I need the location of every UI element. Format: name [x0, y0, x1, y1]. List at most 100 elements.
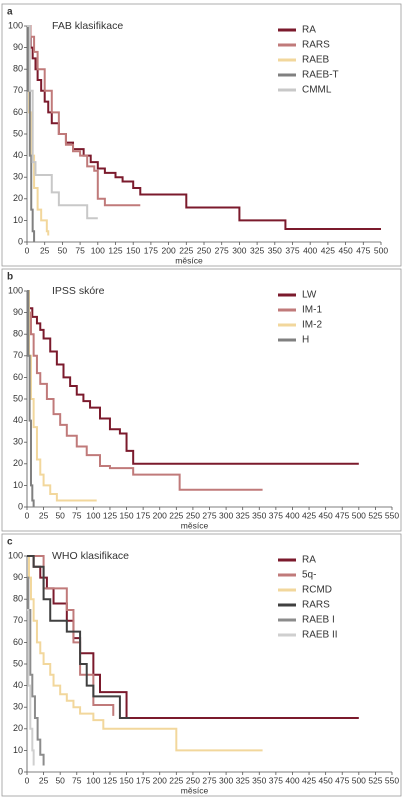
legend-label: CMML	[302, 85, 332, 96]
x-axis-label: měsíce	[175, 255, 203, 265]
x-tick-label: 100	[86, 510, 100, 520]
x-tick-label: 250	[186, 775, 200, 785]
chart-title: IPSS skóre	[52, 285, 105, 297]
panel-frame	[1, 533, 402, 797]
x-axis-label: měsíce	[181, 520, 209, 530]
y-tick-label: 60	[13, 107, 23, 117]
survival-line	[27, 555, 263, 752]
y-tick-label: 40	[13, 415, 23, 425]
x-tick-label: 300	[219, 775, 233, 785]
y-tick-label: 30	[13, 702, 23, 712]
x-tick-label: 450	[339, 245, 353, 255]
x-tick-label: 0	[25, 775, 30, 785]
x-tick-label: 325	[236, 775, 250, 785]
x-tick-label: 450	[319, 510, 333, 520]
y-tick-label: 20	[13, 723, 23, 733]
y-tick-label: 30	[13, 172, 23, 182]
legend-label: RAEB	[302, 55, 330, 66]
legend-label: IM-2	[302, 320, 322, 331]
x-tick-label: 150	[119, 510, 133, 520]
x-tick-label: 250	[197, 245, 211, 255]
y-tick-label: 10	[13, 215, 23, 225]
y-tick-label: 40	[13, 680, 23, 690]
y-tick-label: 60	[13, 372, 23, 382]
y-tick-label: 80	[13, 329, 23, 339]
legend-label: RA	[302, 555, 316, 566]
y-tick-label: 50	[13, 658, 23, 668]
chart-title: FAB klasifikace	[52, 20, 123, 32]
x-tick-label: 125	[103, 775, 117, 785]
legend-label: LW	[302, 290, 317, 301]
panel-letter: a	[7, 7, 13, 18]
y-tick-label: 70	[13, 350, 23, 360]
y-tick-label: 0	[18, 501, 23, 511]
x-tick-label: 550	[385, 775, 399, 785]
y-tick-label: 20	[13, 193, 23, 203]
x-tick-label: 50	[58, 245, 68, 255]
x-tick-label: 475	[335, 510, 349, 520]
x-tick-label: 225	[169, 775, 183, 785]
x-tick-label: 500	[374, 245, 388, 255]
x-tick-label: 400	[285, 775, 299, 785]
legend-label: RARS	[302, 600, 330, 611]
x-tick-label: 0	[25, 245, 30, 255]
x-axis-label: měsíce	[181, 785, 209, 795]
x-tick-label: 200	[162, 245, 176, 255]
y-tick-label: 50	[13, 393, 23, 403]
x-tick-label: 125	[108, 245, 122, 255]
x-tick-label: 375	[269, 775, 283, 785]
legend-label: RAEB I	[302, 615, 335, 626]
x-tick-label: 175	[136, 775, 150, 785]
survival-line	[27, 609, 35, 766]
y-tick-label: 20	[13, 458, 23, 468]
y-tick-label: 90	[13, 572, 23, 582]
x-tick-label: 375	[269, 510, 283, 520]
x-tick-label: 500	[352, 510, 366, 520]
x-tick-label: 450	[319, 775, 333, 785]
y-tick-label: 10	[13, 745, 23, 755]
survival-line	[27, 25, 141, 207]
x-tick-label: 500	[352, 775, 366, 785]
legend-label: H	[302, 335, 309, 346]
x-tick-label: 225	[179, 245, 193, 255]
x-tick-label: 200	[153, 510, 167, 520]
x-tick-label: 325	[250, 245, 264, 255]
y-tick-label: 100	[8, 285, 23, 295]
legend-label: RAEB II	[302, 630, 338, 641]
y-tick-label: 80	[13, 594, 23, 604]
y-tick-label: 100	[8, 20, 23, 30]
x-tick-label: 0	[25, 510, 30, 520]
x-tick-label: 325	[236, 510, 250, 520]
panel-frame	[1, 3, 402, 267]
x-tick-label: 275	[202, 510, 216, 520]
x-tick-label: 150	[119, 775, 133, 785]
survival-line	[27, 576, 45, 766]
x-tick-label: 25	[39, 510, 49, 520]
y-tick-label: 0	[18, 766, 23, 776]
x-tick-label: 125	[103, 510, 117, 520]
x-tick-label: 50	[55, 775, 65, 785]
x-tick-label: 25	[39, 775, 49, 785]
x-tick-label: 75	[75, 245, 85, 255]
y-tick-label: 100	[8, 550, 23, 560]
y-tick-label: 80	[13, 64, 23, 74]
survival-line	[27, 555, 359, 719]
y-tick-label: 40	[13, 150, 23, 160]
survival-line	[27, 290, 263, 491]
y-tick-label: 60	[13, 637, 23, 647]
legend-label: 5q-	[302, 570, 316, 581]
x-tick-label: 425	[302, 510, 316, 520]
x-tick-label: 350	[268, 245, 282, 255]
x-tick-label: 400	[303, 245, 317, 255]
x-tick-label: 300	[232, 245, 246, 255]
survival-line	[27, 555, 130, 719]
x-tick-label: 350	[252, 510, 266, 520]
legend-label: RAEB-T	[302, 70, 339, 81]
x-tick-label: 75	[72, 510, 82, 520]
panel-letter: c	[7, 537, 13, 548]
x-tick-label: 100	[91, 245, 105, 255]
legend-label: RCMD	[302, 585, 332, 596]
x-tick-label: 550	[385, 510, 399, 520]
x-tick-label: 275	[215, 245, 229, 255]
